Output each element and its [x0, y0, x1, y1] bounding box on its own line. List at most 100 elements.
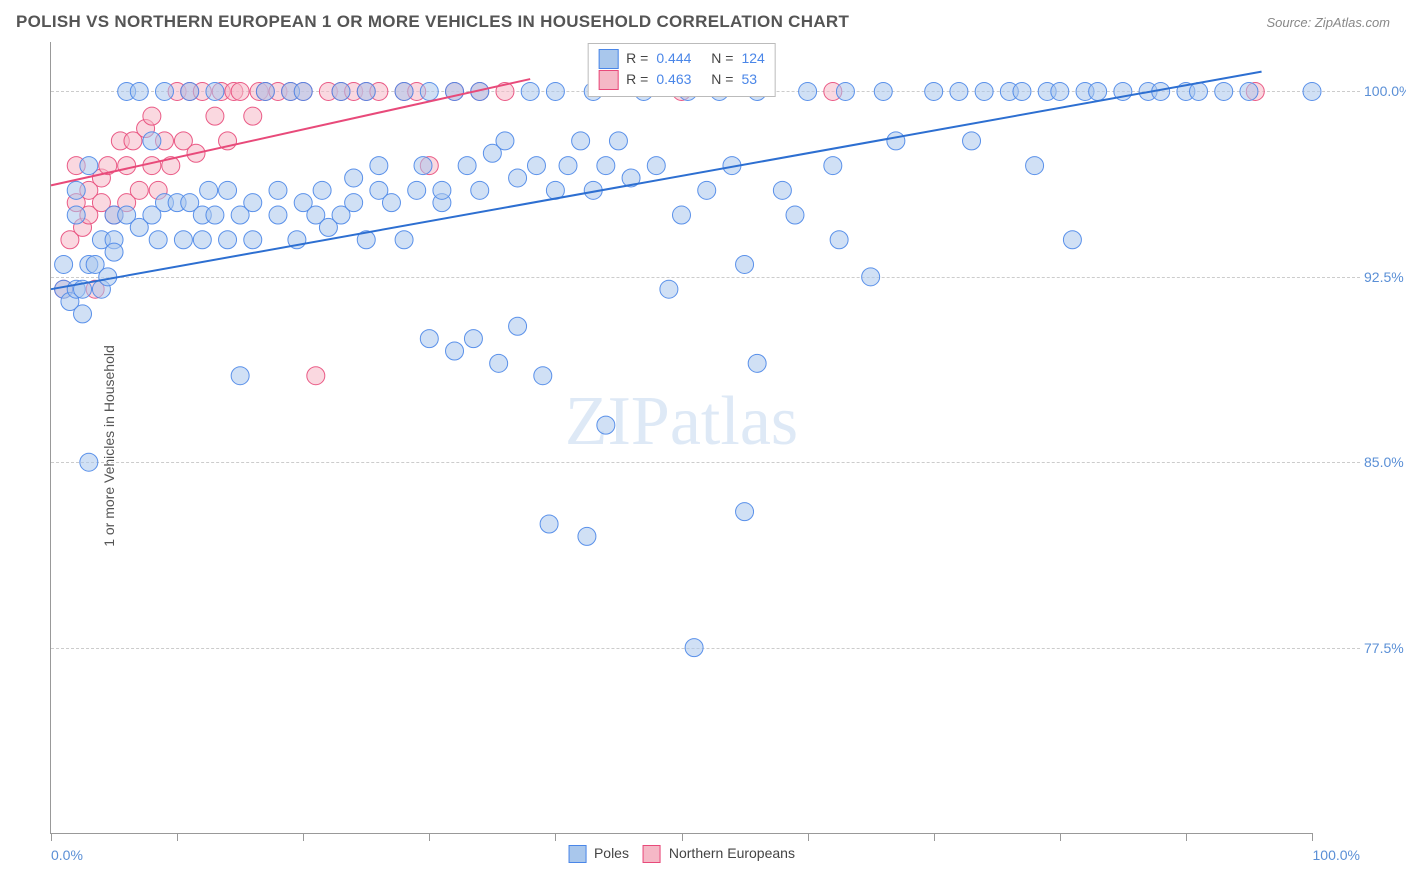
plot-area: ZIPatlas R = 0.444 N = 124 R = 0.463 N =… — [50, 42, 1312, 834]
scatter-point — [597, 157, 615, 175]
scatter-point — [414, 157, 432, 175]
correlation-legend: R = 0.444 N = 124 R = 0.463 N = 53 — [587, 43, 776, 97]
scatter-point — [1051, 82, 1069, 100]
scatter-point — [345, 194, 363, 212]
y-tick-label: 100.0% — [1364, 83, 1406, 99]
scatter-point — [963, 132, 981, 150]
n-value-blue: 124 — [741, 48, 764, 69]
x-tick — [682, 833, 683, 841]
chart-title: POLISH VS NORTHERN EUROPEAN 1 OR MORE VE… — [16, 12, 849, 32]
scatter-point — [420, 82, 438, 100]
r-label: R = — [626, 48, 648, 69]
n-label: N = — [711, 69, 733, 90]
scatter-point — [181, 82, 199, 100]
swatch-pink-icon — [598, 70, 618, 90]
scatter-point — [80, 453, 98, 471]
y-tick-label: 77.5% — [1364, 640, 1404, 656]
scatter-point — [862, 268, 880, 286]
chart-canvas — [51, 42, 1312, 833]
y-tick-label: 92.5% — [1364, 269, 1404, 285]
x-tick — [429, 833, 430, 841]
x-tick — [303, 833, 304, 841]
scatter-point — [345, 169, 363, 187]
scatter-point — [685, 639, 703, 657]
x-tick — [1060, 833, 1061, 841]
legend-label-blue: Poles — [594, 845, 629, 861]
scatter-point — [799, 82, 817, 100]
scatter-point — [395, 231, 413, 249]
scatter-point — [269, 181, 287, 199]
scatter-point — [118, 157, 136, 175]
scatter-point — [408, 181, 426, 199]
x-tick — [934, 833, 935, 841]
scatter-point — [824, 157, 842, 175]
scatter-point — [382, 194, 400, 212]
scatter-point — [143, 157, 161, 175]
scatter-point — [950, 82, 968, 100]
scatter-point — [1240, 82, 1258, 100]
scatter-point — [231, 367, 249, 385]
scatter-point — [105, 243, 123, 261]
scatter-point — [748, 354, 766, 372]
scatter-point — [509, 317, 527, 335]
x-tick — [555, 833, 556, 841]
scatter-point — [80, 157, 98, 175]
scatter-point — [219, 231, 237, 249]
scatter-point — [357, 82, 375, 100]
y-tick-label: 85.0% — [1364, 454, 1404, 470]
scatter-point — [155, 82, 173, 100]
scatter-point — [206, 107, 224, 125]
scatter-point — [496, 132, 514, 150]
r-value-blue: 0.444 — [656, 48, 691, 69]
scatter-point — [673, 206, 691, 224]
scatter-point — [546, 82, 564, 100]
scatter-point — [231, 82, 249, 100]
chart-source: Source: ZipAtlas.com — [1266, 15, 1390, 30]
x-tick — [1186, 833, 1187, 841]
scatter-point — [143, 107, 161, 125]
scatter-point — [206, 206, 224, 224]
x-tick — [51, 833, 52, 841]
scatter-point — [464, 330, 482, 348]
scatter-point — [458, 157, 476, 175]
scatter-point — [244, 194, 262, 212]
scatter-point — [74, 305, 92, 323]
scatter-point — [534, 367, 552, 385]
scatter-point — [395, 82, 413, 100]
scatter-point — [67, 181, 85, 199]
scatter-point — [332, 82, 350, 100]
scatter-point — [609, 132, 627, 150]
scatter-point — [1063, 231, 1081, 249]
scatter-point — [736, 255, 754, 273]
x-tick — [808, 833, 809, 841]
scatter-point — [736, 503, 754, 521]
legend-label-pink: Northern Europeans — [669, 845, 795, 861]
scatter-point — [1026, 157, 1044, 175]
scatter-point — [572, 132, 590, 150]
chart-header: POLISH VS NORTHERN EUROPEAN 1 OR MORE VE… — [16, 12, 1390, 32]
scatter-point — [420, 330, 438, 348]
scatter-point — [471, 181, 489, 199]
scatter-point — [773, 181, 791, 199]
scatter-point — [294, 82, 312, 100]
scatter-point — [559, 157, 577, 175]
scatter-point — [490, 354, 508, 372]
swatch-blue-icon — [598, 49, 618, 69]
correlation-row-pink: R = 0.463 N = 53 — [598, 69, 765, 90]
correlation-row-blue: R = 0.444 N = 124 — [598, 48, 765, 69]
scatter-point — [578, 527, 596, 545]
legend-item-pink: Northern Europeans — [643, 845, 795, 863]
scatter-point — [925, 82, 943, 100]
scatter-point — [313, 181, 331, 199]
n-label: N = — [711, 48, 733, 69]
scatter-point — [887, 132, 905, 150]
scatter-point — [244, 107, 262, 125]
n-value-pink: 53 — [741, 69, 757, 90]
scatter-point — [370, 157, 388, 175]
scatter-point — [836, 82, 854, 100]
legend-item-blue: Poles — [568, 845, 629, 863]
scatter-point — [55, 255, 73, 273]
series-legend: Poles Northern Europeans — [568, 845, 795, 863]
scatter-point — [1013, 82, 1031, 100]
scatter-point — [149, 231, 167, 249]
